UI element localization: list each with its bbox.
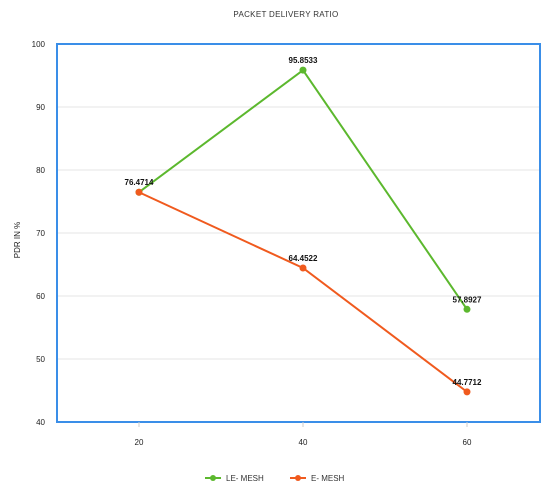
series-1: [135, 188, 471, 396]
x-tick-label: 40: [299, 438, 308, 447]
data-label: 76.4714: [125, 178, 154, 187]
data-label: 57.8927: [453, 295, 482, 304]
legend-swatch-marker: [295, 475, 301, 481]
data-point: [299, 66, 307, 74]
y-axis-label: PDR IN %: [13, 222, 22, 258]
series-line: [138, 68, 468, 310]
data-point: [299, 264, 307, 272]
y-tick-label: 60: [36, 292, 45, 301]
data-label: 64.4522: [289, 254, 318, 263]
y-tick-label: 90: [36, 103, 45, 112]
legend-label: E- MESH: [311, 474, 345, 483]
y-tick-label: 40: [36, 418, 45, 427]
data-point: [463, 388, 471, 396]
legend-label: LE- MESH: [226, 474, 264, 483]
y-tick-label: 70: [36, 229, 45, 238]
x-tick-label: 60: [463, 438, 472, 447]
legend: LE- MESH E- MESH: [205, 474, 345, 483]
data-label: 95.8533: [289, 56, 318, 65]
plot-frame: [56, 43, 541, 423]
legend-item: LE- MESH: [205, 474, 264, 483]
y-tick-label: 100: [32, 40, 46, 49]
gridlines: [57, 106, 540, 360]
x-tick-label: 20: [135, 438, 144, 447]
data-point: [135, 188, 143, 196]
y-tick-label: 50: [36, 355, 45, 364]
data-labels: 76.4714 95.8533 57.8927 64.4522 44.7712: [125, 56, 482, 387]
x-axis-ticks: 20 40 60: [135, 422, 472, 447]
data-point: [463, 305, 471, 313]
legend-swatch-marker: [210, 475, 216, 481]
legend-item: E- MESH: [290, 474, 345, 483]
series-line: [138, 191, 468, 393]
y-tick-label: 80: [36, 166, 45, 175]
series-0: [135, 66, 471, 313]
y-axis-ticks: 40 50 60 70 80 90 100: [32, 40, 46, 427]
series-group: 76.4714 95.8533 57.8927 64.4522 44.7712: [125, 56, 482, 396]
data-label: 44.7712: [453, 378, 482, 387]
chart-title: PACKET DELIVERY RATIO: [233, 10, 338, 19]
